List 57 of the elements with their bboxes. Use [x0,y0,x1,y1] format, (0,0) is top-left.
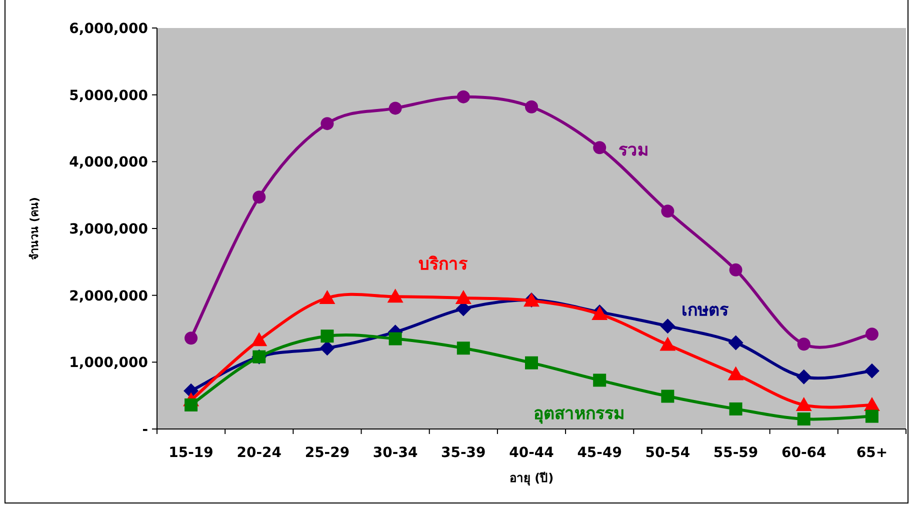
x-tick-label: 40-44 [509,445,554,461]
point [660,318,676,334]
point [864,363,880,378]
x-tick-label: 35-39 [441,445,486,461]
point [320,117,334,130]
series-label: บริการ [418,254,468,275]
y-tick-label: - [142,422,148,438]
point [525,356,538,370]
point [729,402,742,416]
x-axis-title: อายุ (ปี) [509,471,554,486]
x-tick-label: 60-64 [781,445,827,461]
point [865,328,878,341]
series-label: เกษตร [682,300,730,320]
x-tick-label: 15-19 [168,445,214,461]
x-tick-label: 65+ [856,445,888,461]
point [456,90,470,104]
y-tick-label: 3,000,000 [69,222,148,238]
point [796,369,812,384]
point [661,390,674,403]
point [184,332,198,345]
point [252,190,266,204]
point [456,342,470,355]
point [865,410,878,423]
point [320,340,335,356]
y-tick-label: 2,000,000 [69,288,148,304]
y-tick-label: 1,000,000 [69,355,148,372]
y-axis-title: จำนวน (คน) [28,197,41,260]
point [387,288,404,303]
point [455,290,472,304]
y-tick-label: 6,000,000 [69,21,148,37]
point [728,335,744,350]
point [728,366,744,380]
point [593,374,606,387]
point [388,332,402,346]
point [797,412,810,426]
y-tick-label: 4,000,000 [69,154,148,171]
x-tick-label: 45-49 [577,445,622,461]
point [319,290,336,304]
point [593,141,606,154]
x-tick-label: 30-34 [372,445,418,461]
series-label: อุตสาหกรรม [534,404,625,424]
point [184,398,198,412]
x-tick-label: 25-29 [304,445,350,461]
series-label: รวม [618,140,649,160]
x-tick-label: 50-54 [645,445,690,461]
x-tick-label: 55-59 [713,445,758,461]
point [729,263,742,276]
point [660,336,676,351]
point [797,338,810,351]
y-tick-label: 5,000,000 [69,88,148,104]
point [525,100,538,114]
point [320,330,334,343]
point [661,204,674,218]
point [796,396,812,411]
x-tick-label: 20-24 [236,445,282,461]
point [388,102,402,115]
point [251,332,268,346]
